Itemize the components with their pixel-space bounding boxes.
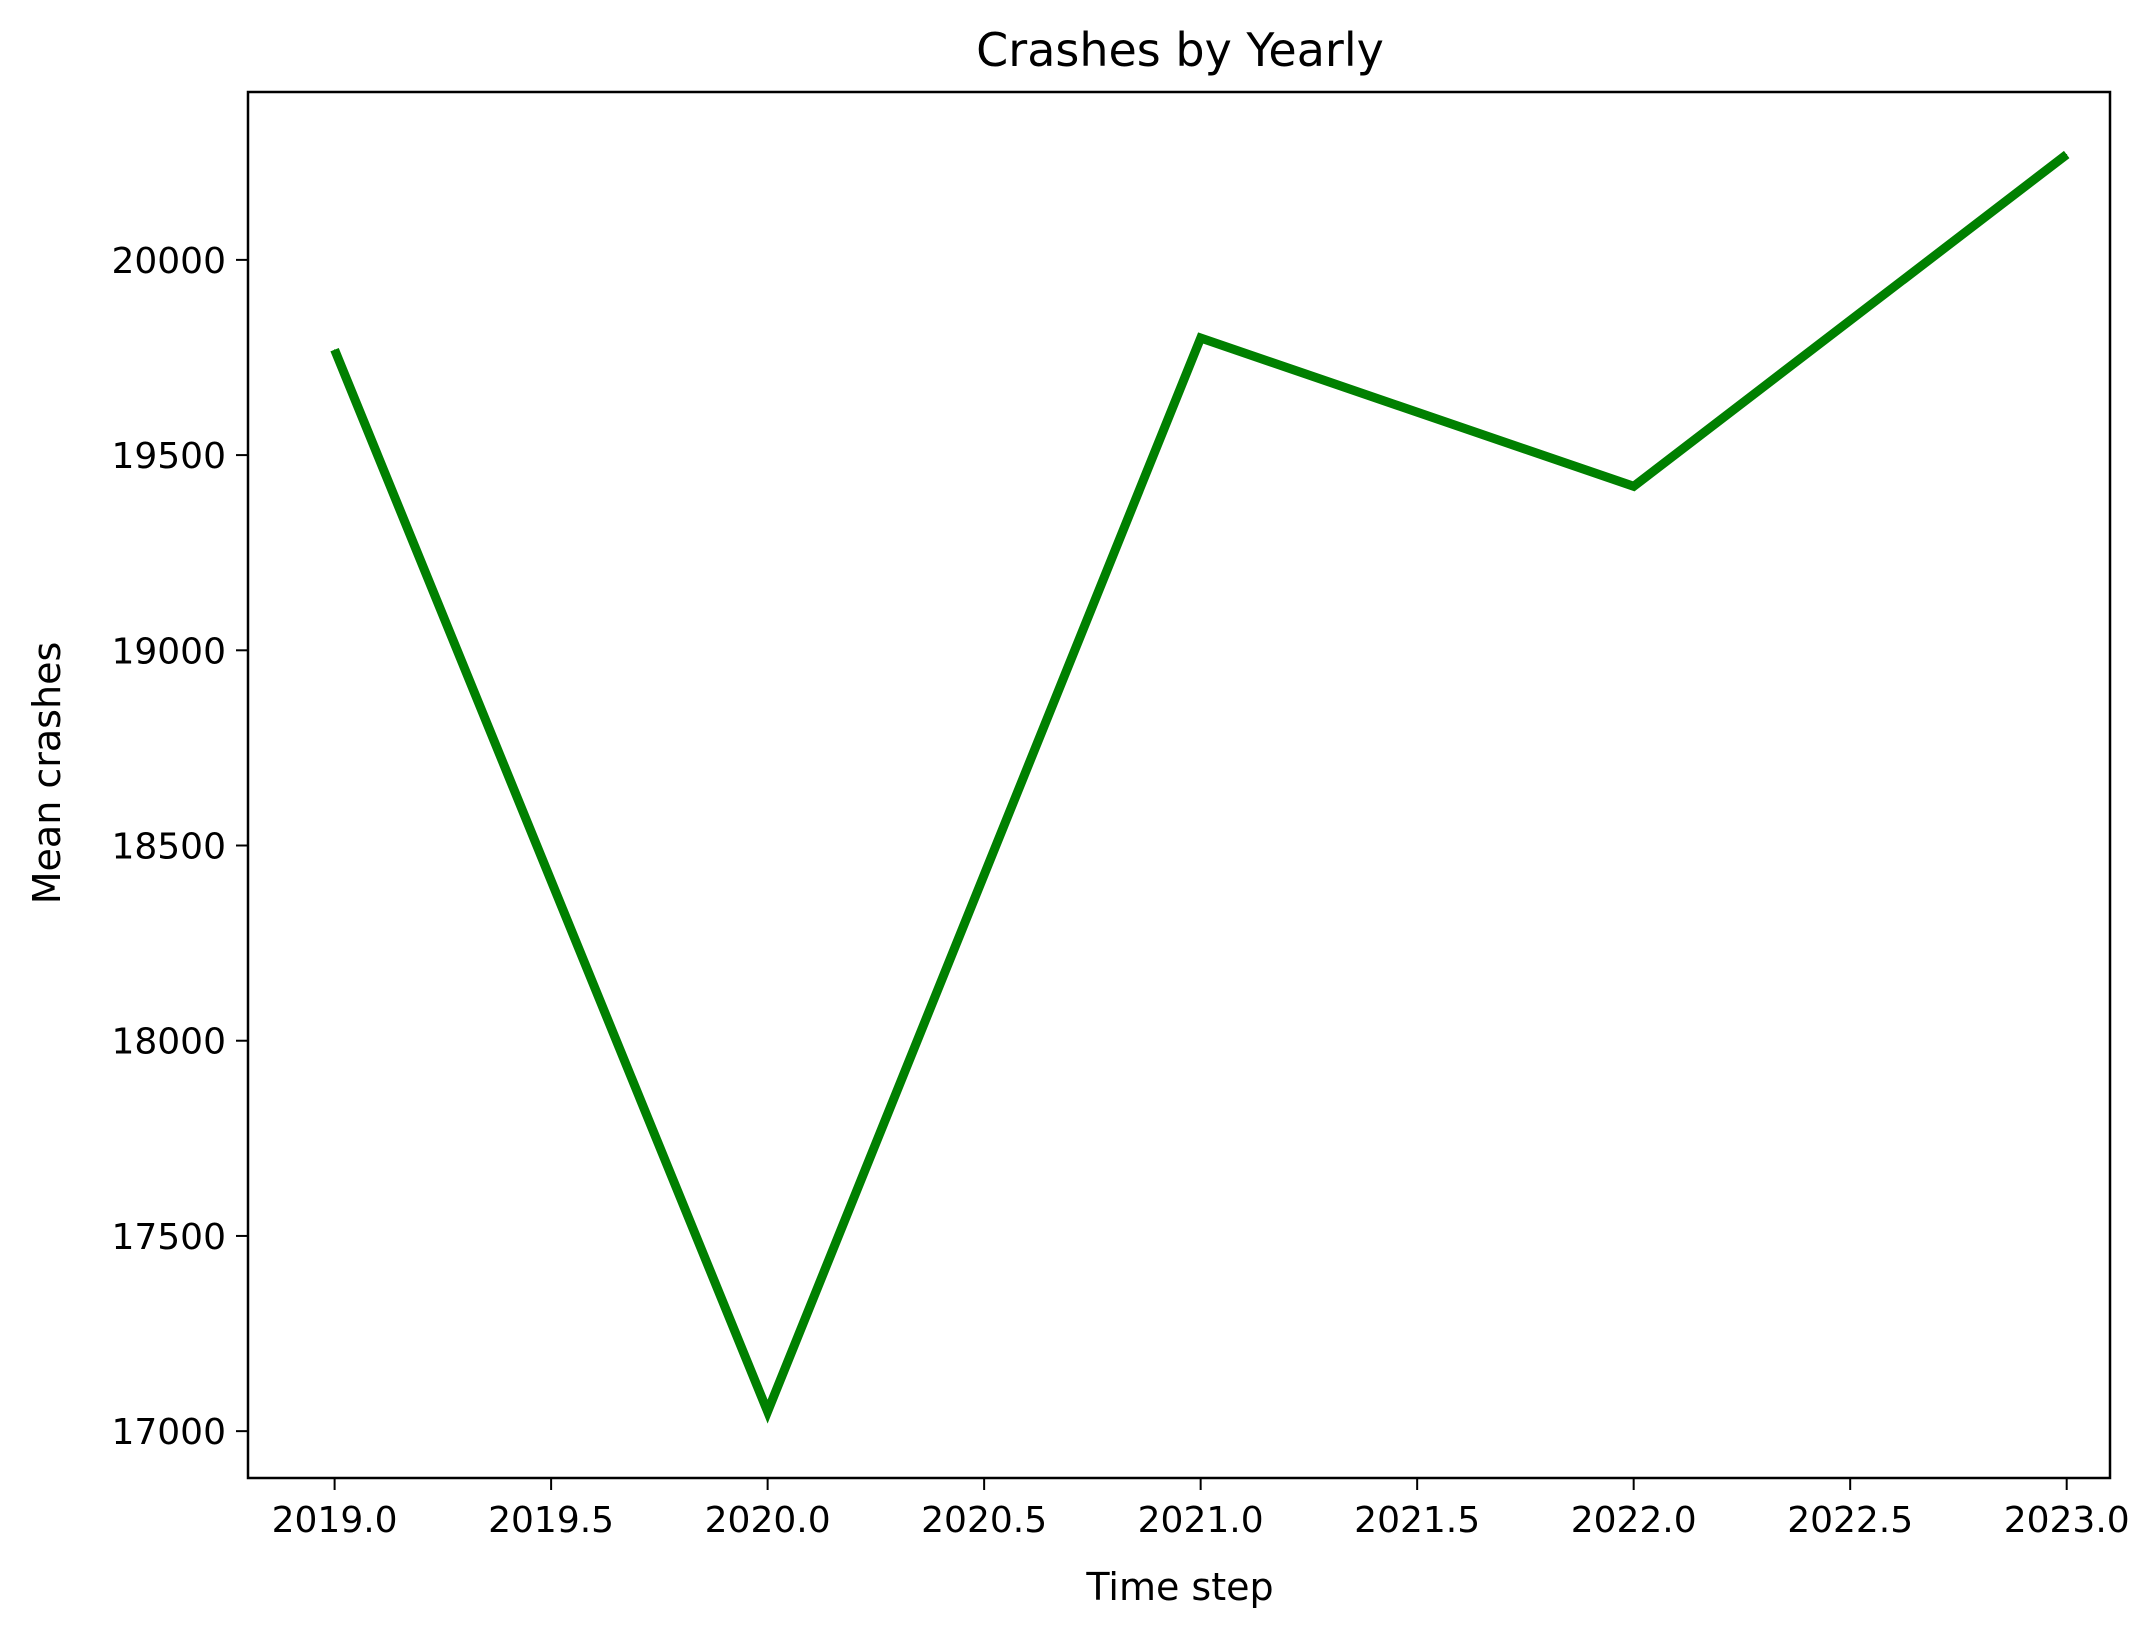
series-line-0 <box>330 150 2070 1424</box>
plot-area <box>246 90 2112 1480</box>
x-tick-label: 2022.0 <box>1571 1500 1697 1541</box>
x-tick-label: 2023.0 <box>2004 1500 2130 1541</box>
y-axis: 17000 17500 18000 18500 19000 19500 20000 <box>111 241 248 1453</box>
data-point-0-4 <box>2066 154 2068 155</box>
x-tick-label: 2021.0 <box>1138 1500 1264 1541</box>
x-tick-label: 2021.5 <box>1354 1500 1480 1541</box>
data-point-0-0 <box>334 349 336 351</box>
axes-frame <box>246 90 2112 1480</box>
chart-title: Crashes by Yearly <box>976 23 1384 77</box>
x-tick-label: 2019.0 <box>272 1500 398 1541</box>
y-tick-label: 17000 <box>111 1412 226 1453</box>
x-axis: 2019.0 2019.5 2020.0 2020.5 2021.0 2021.5 2022… <box>272 1478 2130 1541</box>
y-tick-label: 17500 <box>111 1217 226 1258</box>
x-tick-label: 2019.5 <box>488 1500 614 1541</box>
y-axis-label: Mean crashes <box>25 642 69 904</box>
data-point-0-1 <box>767 1411 769 1413</box>
data-point-0-2 <box>1200 337 1202 339</box>
y-tick-label: 20000 <box>111 241 226 282</box>
x-tick-label: 2020.0 <box>705 1500 831 1541</box>
x-tick-label: 2022.5 <box>1787 1500 1913 1541</box>
y-tick-label: 19500 <box>111 436 226 477</box>
y-tick-label: 18500 <box>111 827 226 868</box>
y-tick-label: 19000 <box>111 631 226 672</box>
y-tick-label: 18000 <box>111 1022 226 1063</box>
x-tick-label: 2020.5 <box>921 1500 1047 1541</box>
data-point-0-3 <box>1633 485 1635 487</box>
x-axis-label: Time step <box>1085 1565 1273 1609</box>
